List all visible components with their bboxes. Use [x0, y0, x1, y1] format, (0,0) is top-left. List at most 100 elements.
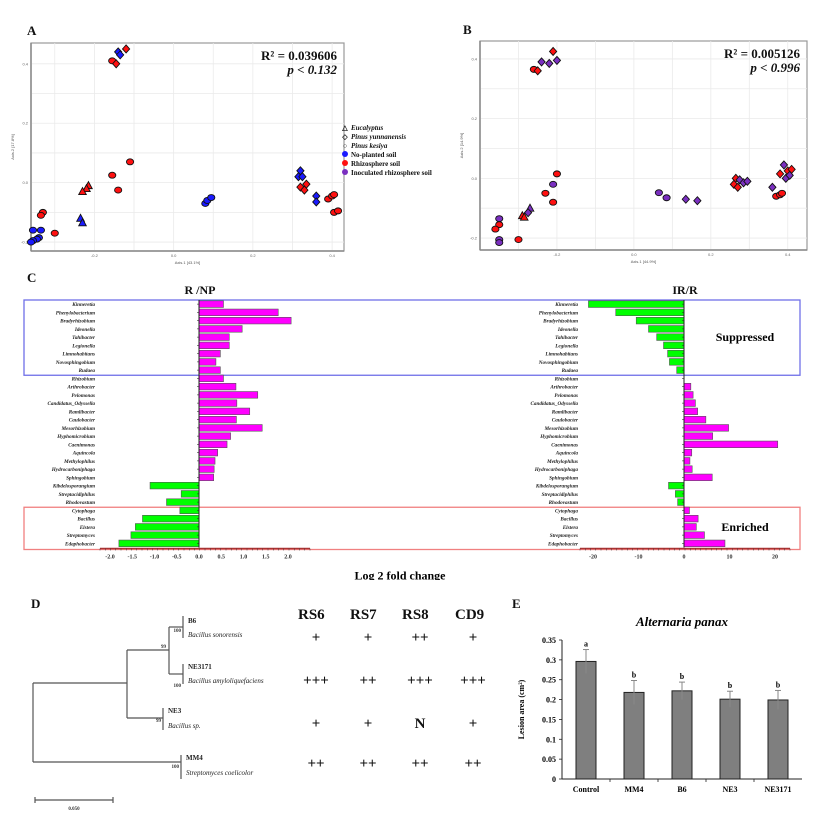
table-cell: +++ [407, 673, 433, 689]
data-point-diamond [681, 194, 691, 204]
enriched-label: Enriched [721, 520, 769, 534]
category-label: Hydrocarboniphaga [534, 467, 579, 473]
category-label: Caenimonas [68, 442, 95, 448]
x-tick-label: NE3171 [764, 785, 791, 794]
table-cell: +++ [460, 673, 486, 689]
category-label: Legionella [554, 343, 578, 349]
bar [198, 333, 230, 341]
bar [767, 699, 789, 780]
category-label: Novosphingobium [55, 360, 95, 366]
y-axis-label: Lesion area (cm²) [517, 679, 526, 739]
bar [198, 341, 230, 349]
category-label: Streptacidiphilus [542, 492, 578, 498]
data-point-circle [50, 229, 59, 237]
bar [683, 424, 729, 432]
data-point-triangle [77, 217, 88, 227]
x-tick-label: 0.2 [250, 253, 256, 258]
data-point-diamond [533, 66, 542, 76]
bar [198, 374, 224, 383]
y-tick-label: 0.35 [542, 636, 556, 645]
category-label: Tahibacter [72, 335, 96, 341]
data-point-circle [126, 158, 135, 166]
bar [635, 316, 685, 325]
category-label: Sphingobium [66, 475, 95, 481]
diamond-icon: ◇ [342, 133, 348, 141]
panel-label-a: A [27, 23, 37, 38]
significance-letter: b [776, 680, 781, 689]
category-label: Phenylobacterium [56, 310, 95, 316]
bar [683, 473, 713, 482]
category-label: Cytophaga [555, 508, 578, 514]
scatter-legend: △ Eucalyptus ◇ Pinus yunnanensis ○ Pinus kesi… [341, 124, 432, 178]
data-point-triangle [519, 212, 529, 221]
data-point-diamond [733, 182, 742, 192]
x-tick-label: -1.5 [128, 555, 138, 561]
p-value-label: p < 0.996 [749, 60, 800, 75]
x-tick-label: -0.2 [553, 252, 561, 257]
bar [198, 424, 263, 432]
strain-label: NE3 [168, 707, 182, 715]
x-tick-label: 0.0 [631, 252, 637, 257]
data-point-diamond [300, 185, 309, 195]
category-label: Candidatus_Odyssella [530, 401, 578, 407]
table-cell: + [363, 716, 373, 732]
category-label: Streptacidiphilus [59, 492, 95, 498]
bar [683, 523, 697, 531]
data-point-circle [334, 207, 343, 215]
category-label: Mesorhizobium [61, 426, 95, 432]
data-point-diamond [523, 208, 533, 218]
bar [198, 449, 218, 457]
p-value-label: p < 0.132 [286, 62, 337, 77]
data-point-circle [549, 180, 558, 188]
y-tick-label: 0.2 [546, 696, 556, 705]
legend-label: Eucalyptus [351, 124, 384, 132]
bar [683, 457, 691, 465]
x-tick-label: 0.4 [329, 253, 335, 258]
scale-label: 0.050 [68, 807, 80, 812]
bootstrap-value: 100 [174, 684, 182, 689]
data-point-circle [108, 171, 117, 179]
category-label: Kinneretia [554, 302, 578, 308]
x-tick-label: -0.5 [172, 555, 182, 561]
x-tick-label: -10 [635, 555, 643, 561]
bar [683, 399, 696, 407]
bootstrap-value: 99 [161, 645, 167, 650]
bar [198, 366, 221, 374]
bar [575, 660, 597, 780]
bar [667, 350, 685, 358]
category-label: Pelomonas [71, 393, 95, 399]
x-tick-label: 1.0 [240, 555, 248, 561]
legend-item: ◇ Pinus yunnanensis [341, 133, 432, 142]
bar [671, 690, 693, 780]
data-point-diamond [775, 169, 785, 179]
category-label: Methylophilus [546, 459, 578, 465]
legend-label: Inoculated rhizosphere soil [351, 169, 432, 177]
table-header: CD9 [455, 607, 485, 623]
y-tick-label: 0 [552, 775, 556, 784]
category-label: Rhodovastum [549, 500, 578, 506]
y-tick-label: 0.3 [546, 656, 556, 665]
category-label: Candidatus_Odyssella [47, 401, 95, 407]
category-label: Hyphomicrobium [539, 434, 578, 440]
data-point-diamond [552, 55, 562, 66]
bar [198, 391, 259, 399]
data-point-circle [549, 198, 558, 206]
category-label: Ramlibacter [69, 409, 96, 415]
y-tick-label: -0.2 [470, 236, 478, 241]
y-tick-label: 0.25 [542, 676, 556, 685]
data-point-circle [330, 191, 339, 198]
x-tick-label: -0.2 [91, 253, 99, 258]
bar [683, 515, 699, 523]
bar [198, 432, 231, 440]
data-point-diamond [743, 176, 752, 187]
bar [683, 531, 705, 539]
x-tick-label: 2.0 [284, 555, 292, 561]
data-point-circle [654, 189, 663, 197]
plot-frame [479, 40, 808, 251]
x-axis-label: Axis.1 [43.1%] [175, 260, 201, 265]
category-label: Caulobacter [69, 418, 96, 424]
data-point-circle [495, 239, 504, 246]
category-label: Aquincola [72, 451, 96, 457]
table-cell: ++ [307, 756, 325, 772]
category-label: Bacillus [559, 517, 578, 523]
